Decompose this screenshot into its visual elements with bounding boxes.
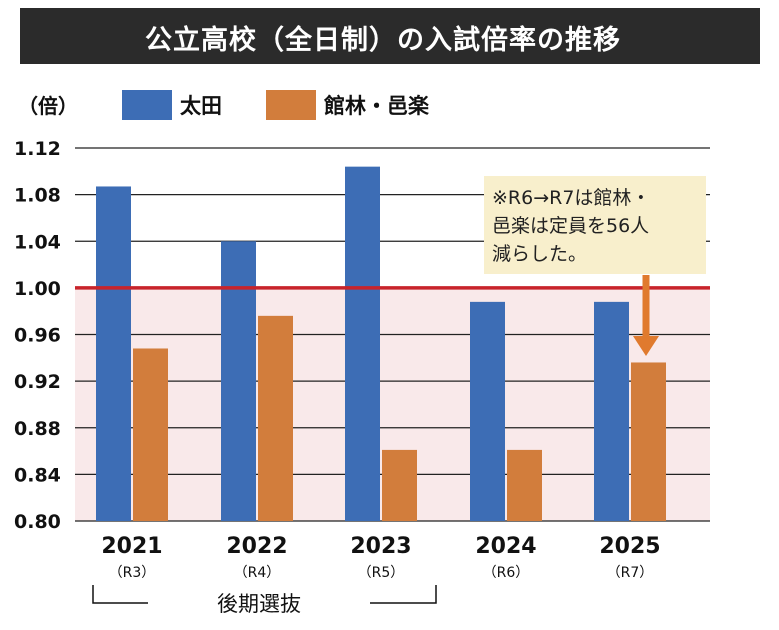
annotation-text: ※R6→R7は館林・ <box>492 187 650 209</box>
x-tick-label: 2025 <box>599 534 660 559</box>
y-tick-label: 0.96 <box>14 325 61 347</box>
y-tick-label: 0.88 <box>14 418 61 440</box>
annotation-text: 邑楽は定員を56人 <box>492 215 649 237</box>
x-sublabel: （R3） <box>109 565 156 581</box>
title-bar: 公立高校（全日制）の入試倍率の推移 <box>20 8 760 64</box>
bar-ota-2025 <box>594 301 629 521</box>
y-tick-label: 1.00 <box>14 278 61 300</box>
bracket-right <box>370 585 437 604</box>
x-tick-label: 2023 <box>350 534 411 559</box>
bar-tatebayashi-2021 <box>133 348 168 521</box>
bar-tatebayashi-2023 <box>382 449 417 521</box>
bar-tatebayashi-2024 <box>507 449 542 521</box>
annotation-arrow-head <box>633 336 659 356</box>
bracket-left <box>92 585 148 604</box>
x-tick-label: 2024 <box>475 534 536 559</box>
bar-ota-2022 <box>221 241 256 521</box>
annotation-text: 減らした。 <box>492 243 587 265</box>
legend-swatch <box>266 90 316 120</box>
x-sublabel: （R5） <box>358 565 405 581</box>
legend-label: 太田 <box>180 94 222 118</box>
bar-tatebayashi-2025 <box>631 362 666 521</box>
legend-swatch <box>122 90 172 120</box>
y-tick-label: 0.80 <box>14 511 61 533</box>
chart-title: 公立高校（全日制）の入試倍率の推移 <box>145 25 621 56</box>
bar-ota-2024 <box>470 301 505 521</box>
y-tick-label: 0.84 <box>14 464 61 486</box>
x-sublabel: （R6） <box>483 565 530 581</box>
bar-ota-2023 <box>345 166 380 521</box>
y-tick-label: 1.04 <box>14 231 61 253</box>
y-axis-label: （倍） <box>18 94 78 118</box>
legend-label: 館林・邑楽 <box>324 94 430 118</box>
bracket-label: 後期選抜 <box>217 592 301 616</box>
x-sublabel: （R4） <box>234 565 281 581</box>
y-tick-label: 1.08 <box>14 185 61 207</box>
x-tick-label: 2022 <box>226 534 287 559</box>
bar-ota-2021 <box>96 186 131 521</box>
annotation-box <box>484 176 706 274</box>
y-tick-label: 0.92 <box>14 371 61 393</box>
bar-tatebayashi-2022 <box>258 315 293 521</box>
y-tick-label: 1.12 <box>14 138 61 160</box>
x-sublabel: （R7） <box>607 565 654 581</box>
x-tick-label: 2021 <box>101 534 162 559</box>
